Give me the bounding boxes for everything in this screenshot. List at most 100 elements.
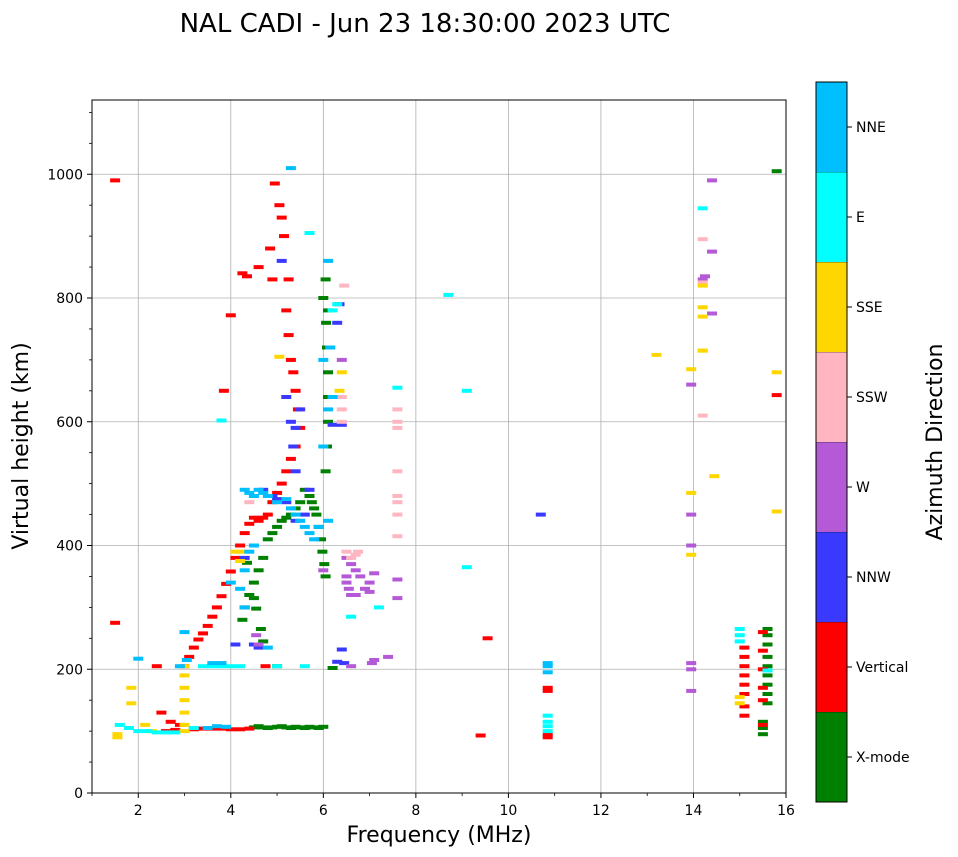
- data-point: [697, 277, 708, 282]
- data-point: [262, 645, 273, 650]
- data-point: [281, 497, 292, 502]
- data-point: [697, 348, 708, 353]
- data-point: [771, 393, 782, 398]
- colorbar-tick-label: NNW: [856, 570, 891, 586]
- data-point: [686, 661, 697, 666]
- colorbar-segment: [816, 442, 847, 532]
- data-point: [369, 571, 380, 576]
- data-point: [179, 729, 190, 734]
- data-point: [535, 512, 546, 517]
- data-point: [392, 596, 403, 601]
- data-point: [734, 701, 745, 706]
- series-nne: [133, 166, 553, 730]
- data-point: [161, 730, 171, 735]
- y-tick-label: 600: [56, 415, 83, 431]
- data-point: [697, 413, 708, 418]
- colorbar-segment: [816, 712, 847, 802]
- data-point: [323, 407, 333, 412]
- data-point: [258, 639, 269, 644]
- data-point: [771, 370, 782, 375]
- data-point: [283, 277, 294, 282]
- data-point: [392, 500, 403, 505]
- data-point: [542, 719, 553, 724]
- data-point: [258, 490, 269, 495]
- data-point: [181, 658, 192, 662]
- colorbar-tick-label: NNE: [856, 120, 886, 136]
- data-point: [285, 166, 296, 171]
- data-point: [285, 357, 296, 362]
- data-point: [350, 568, 361, 573]
- data-point: [237, 617, 248, 622]
- data-point: [336, 370, 347, 375]
- data-point: [198, 664, 208, 669]
- data-point: [248, 515, 259, 520]
- data-point: [762, 668, 773, 673]
- chart-title: NAL CADI - Jun 23 18:30:00 2023 UTC: [180, 9, 671, 39]
- data-point: [110, 620, 121, 625]
- data-point: [461, 565, 472, 570]
- data-point: [216, 661, 227, 666]
- data-point: [179, 722, 190, 727]
- data-point: [542, 724, 553, 729]
- data-point: [242, 560, 252, 565]
- data-point: [283, 333, 294, 338]
- data-point: [274, 354, 285, 359]
- data-point: [323, 258, 333, 263]
- colorbar-tick-label: E: [856, 210, 865, 226]
- data-point: [253, 645, 264, 650]
- data-point: [475, 733, 486, 738]
- x-axis-label: Frequency (MHz): [347, 823, 532, 848]
- data-point: [762, 682, 773, 687]
- data-point: [697, 283, 708, 288]
- data-point: [707, 249, 717, 254]
- colorbar-label: Azimuth Direction: [923, 343, 948, 540]
- data-point: [686, 552, 697, 557]
- data-point: [686, 382, 697, 387]
- data-point: [343, 586, 354, 591]
- data-point: [290, 512, 301, 517]
- data-marks: [110, 166, 782, 740]
- data-point: [179, 673, 190, 678]
- data-point: [332, 302, 343, 307]
- data-point: [272, 497, 283, 502]
- data-point: [734, 639, 745, 644]
- data-point: [188, 726, 199, 730]
- data-point: [295, 518, 306, 523]
- data-point: [290, 425, 301, 430]
- data-point: [762, 692, 773, 696]
- plot-frame: [91, 99, 787, 794]
- data-point: [327, 666, 338, 670]
- data-point: [244, 500, 255, 505]
- colorbar-segment: [816, 262, 847, 352]
- data-point: [299, 512, 310, 517]
- data-point: [295, 500, 306, 505]
- data-point: [739, 682, 750, 687]
- data-point: [207, 664, 218, 669]
- data-point: [184, 654, 195, 659]
- data-point: [255, 627, 266, 631]
- data-point: [762, 633, 773, 638]
- data-point: [202, 623, 213, 628]
- data-point: [253, 568, 264, 573]
- data-point: [336, 357, 347, 362]
- colorbar-segment: [816, 82, 847, 172]
- data-point: [697, 280, 708, 285]
- data-point: [762, 673, 773, 678]
- data-point: [239, 605, 250, 610]
- data-point: [350, 552, 361, 557]
- data-point: [762, 642, 773, 647]
- data-point: [262, 494, 273, 498]
- data-point: [323, 419, 333, 424]
- data-point: [262, 512, 273, 517]
- data-point: [244, 490, 255, 495]
- data-point: [461, 388, 472, 393]
- data-point: [757, 648, 768, 653]
- x-tick-label: 4: [226, 803, 235, 819]
- data-point: [235, 549, 246, 554]
- data-point: [542, 661, 553, 666]
- data-point: [239, 555, 250, 560]
- data-point: [276, 518, 287, 523]
- x-tick-label: 16: [777, 803, 795, 819]
- data-point: [325, 345, 336, 350]
- data-point: [304, 531, 315, 536]
